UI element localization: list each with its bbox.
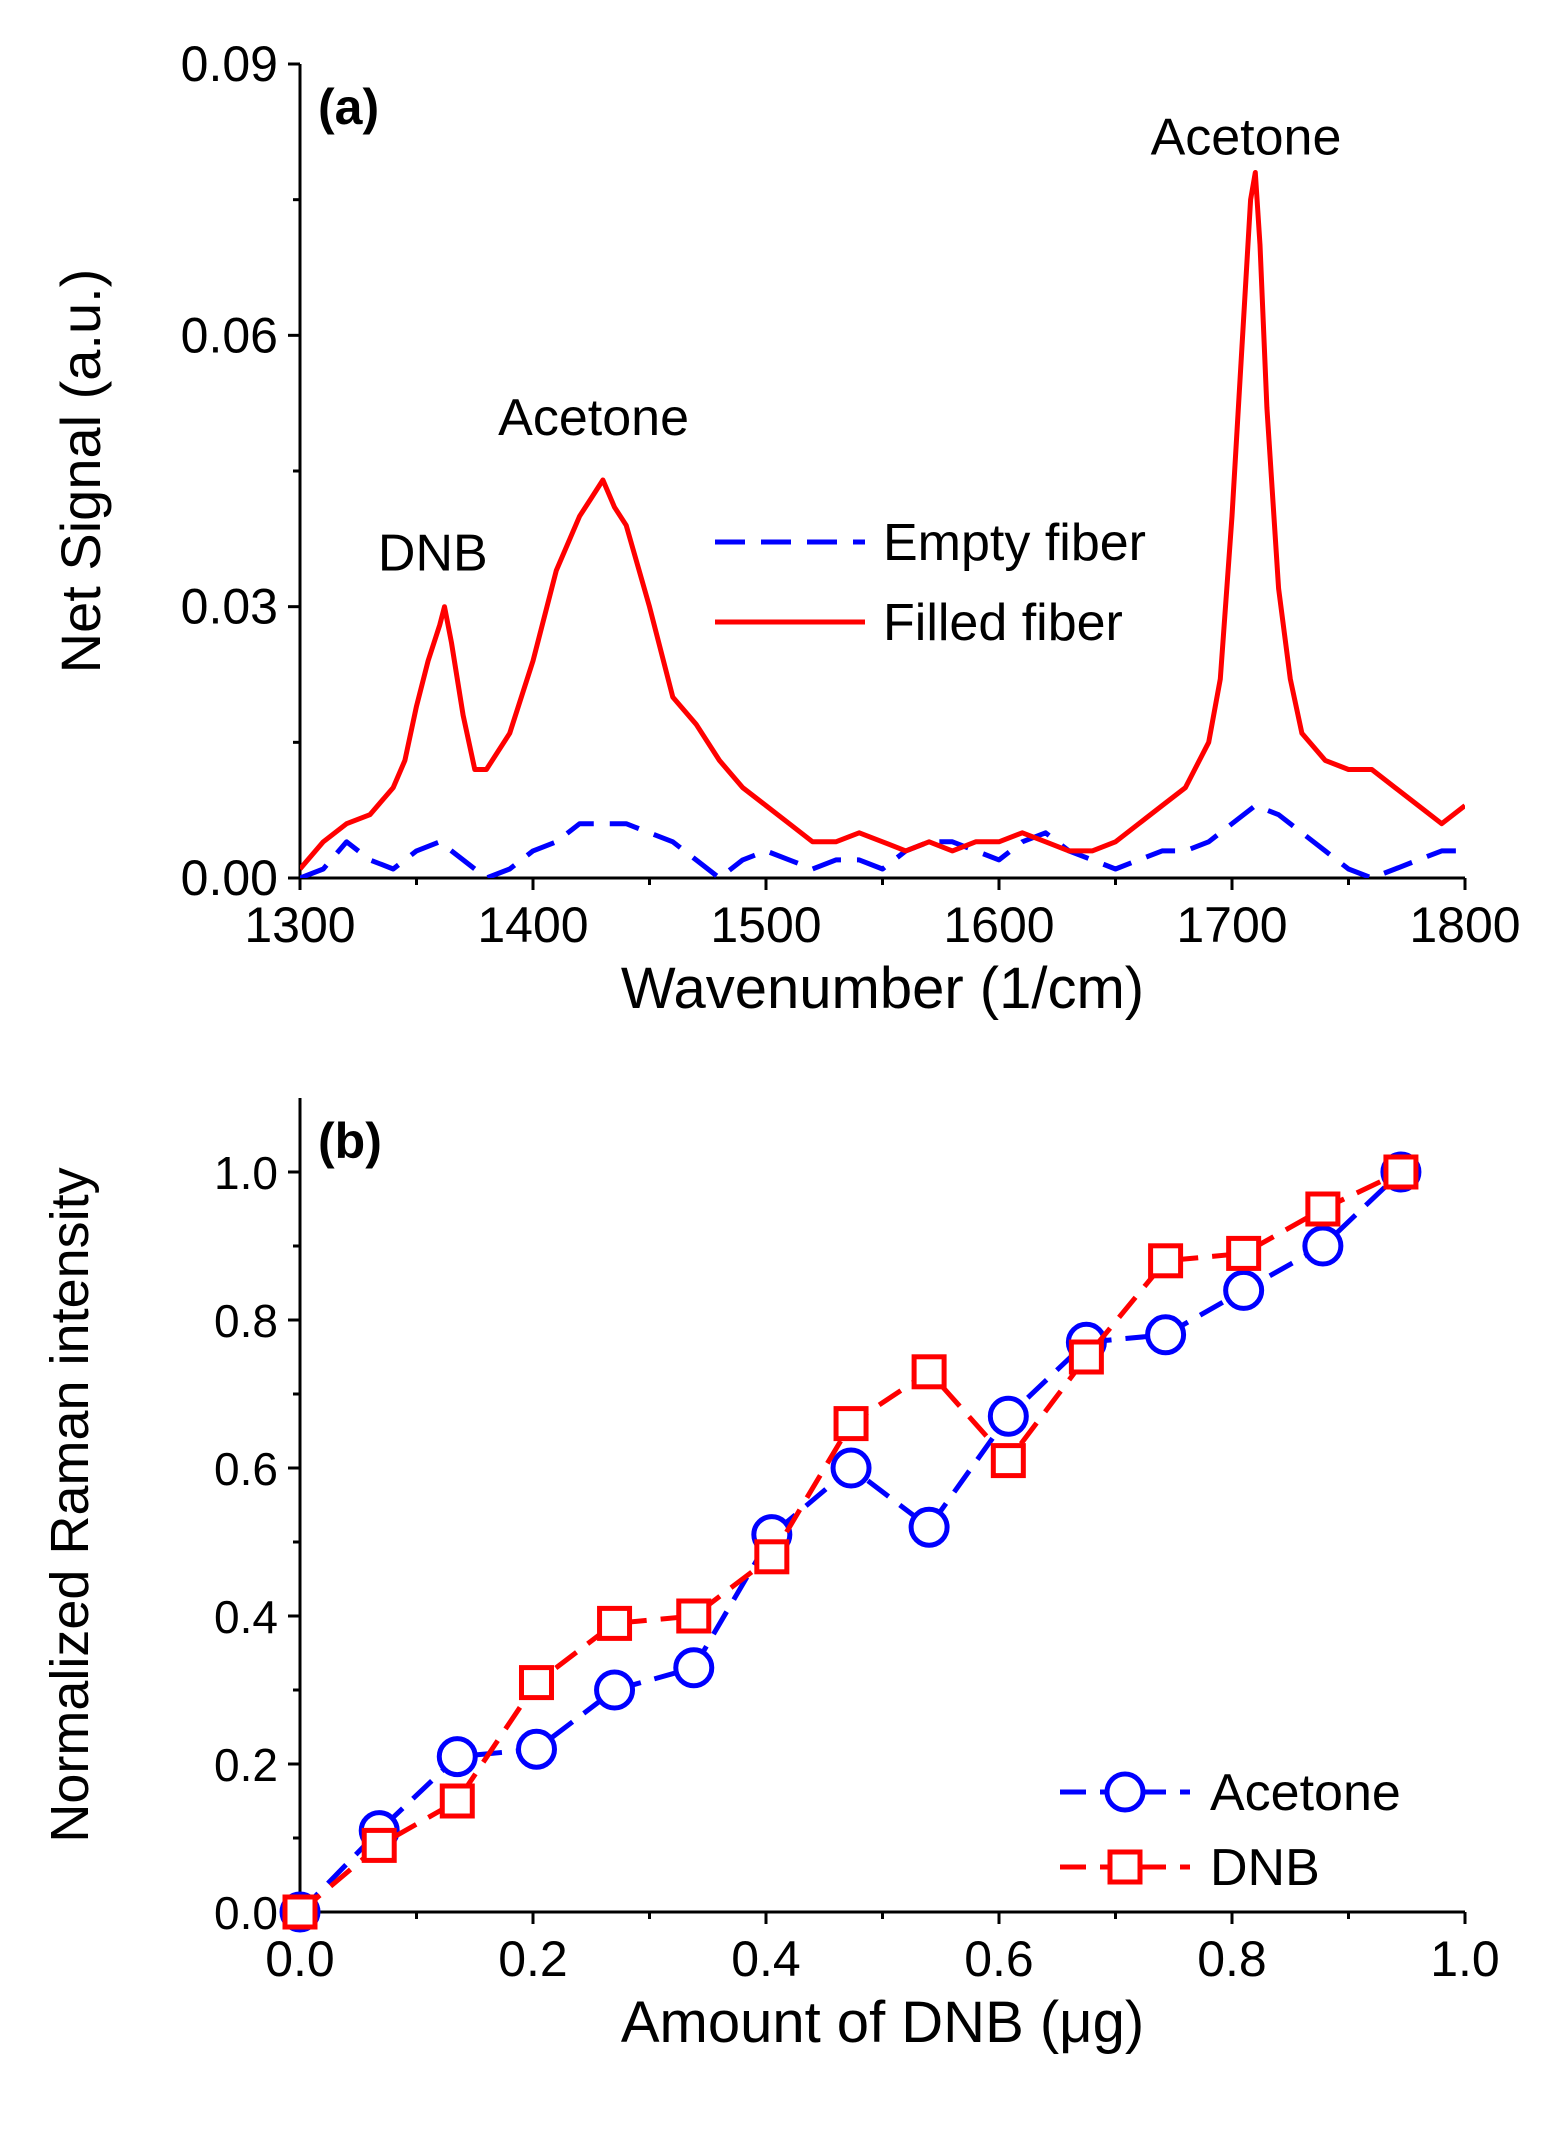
legend-marker bbox=[1104, 1771, 1146, 1813]
y-tick-label: 0.0 bbox=[214, 1887, 278, 1939]
series-line-filled-fiber bbox=[300, 170, 1465, 871]
panel-label: (a) bbox=[318, 79, 379, 135]
data-point-acetone bbox=[436, 1736, 478, 1778]
data-point-acetone bbox=[1145, 1314, 1187, 1356]
x-tick-label: 1400 bbox=[477, 897, 588, 953]
y-tick-label: 0.6 bbox=[214, 1443, 278, 1495]
y-tick-label: 0.03 bbox=[181, 579, 278, 635]
x-tick-label: 1700 bbox=[1176, 897, 1287, 953]
data-point-acetone bbox=[1223, 1269, 1265, 1311]
data-point-acetone bbox=[830, 1447, 872, 1489]
data-point-acetone bbox=[987, 1395, 1029, 1437]
data-point-dnb bbox=[990, 1443, 1026, 1479]
x-axis-label: Amount of DNB (μg) bbox=[621, 1990, 1144, 2055]
data-point-dnb bbox=[1383, 1154, 1419, 1190]
peak-annotation: DNB bbox=[378, 524, 488, 582]
data-point-acetone bbox=[673, 1647, 715, 1689]
peak-annotation: Acetone bbox=[1151, 108, 1342, 166]
y-axis-label: Normalized Raman intensity bbox=[40, 1167, 100, 1842]
data-point-acetone bbox=[908, 1506, 950, 1548]
panel-label: (b) bbox=[318, 1113, 382, 1169]
y-tick-label: 0.06 bbox=[181, 307, 278, 363]
y-tick-label: 0.2 bbox=[214, 1739, 278, 1791]
data-point-dnb bbox=[361, 1827, 397, 1863]
y-axis-label: Net Signal (a.u.) bbox=[49, 269, 112, 674]
x-tick-label: 0.6 bbox=[964, 1931, 1034, 1987]
legend-marker bbox=[1107, 1849, 1143, 1885]
panel-b-intensity-vs-amount: 0.0 0.2 0.4 0.6 0.8 1.0 0.0 0.2 0.4 0.6 0.8 1.0 Amou… bbox=[40, 1098, 1500, 2055]
data-point-dnb bbox=[676, 1598, 712, 1634]
x-tick-label: 1.0 bbox=[1430, 1931, 1500, 1987]
data-point-dnb bbox=[1226, 1235, 1262, 1271]
data-point-dnb bbox=[754, 1539, 790, 1575]
legend-label: Acetone bbox=[1210, 1764, 1401, 1822]
data-point-dnb bbox=[911, 1354, 947, 1390]
peak-annotation: Acetone bbox=[498, 389, 689, 447]
legend-label: Empty fiber bbox=[883, 514, 1146, 572]
x-tick-label: 1600 bbox=[943, 897, 1054, 953]
data-point-dnb bbox=[439, 1783, 475, 1819]
series-line-empty-fiber bbox=[300, 803, 1465, 878]
data-point-dnb bbox=[833, 1406, 869, 1442]
y-tick-label: 0.4 bbox=[214, 1591, 278, 1643]
panel-a-raman-spectrum: 1300 1400 1500 1600 1700 1800 0.00 0.03 0.06 0.09… bbox=[49, 36, 1521, 1021]
x-tick-label: 0.8 bbox=[1197, 1931, 1267, 1987]
data-point-dnb bbox=[1068, 1339, 1104, 1375]
x-tick-label: 1800 bbox=[1409, 897, 1520, 953]
data-point-acetone bbox=[515, 1728, 557, 1770]
legend-label: Filled fiber bbox=[883, 594, 1123, 652]
x-axis-label: Wavenumber (1/cm) bbox=[621, 956, 1144, 1021]
legend-label: DNB bbox=[1210, 1839, 1320, 1897]
data-point-dnb bbox=[1305, 1191, 1341, 1227]
data-point-dnb bbox=[518, 1665, 554, 1701]
x-tick-label: 0.4 bbox=[731, 1931, 801, 1987]
y-tick-label: 0.09 bbox=[181, 36, 278, 92]
data-point-dnb bbox=[597, 1605, 633, 1641]
y-tick-label: 1.0 bbox=[214, 1147, 278, 1199]
y-tick-label: 0.00 bbox=[181, 850, 278, 906]
y-tick-label: 0.8 bbox=[214, 1295, 278, 1347]
x-tick-label: 0.2 bbox=[498, 1931, 568, 1987]
data-point-dnb bbox=[1148, 1243, 1184, 1279]
x-tick-label: 1500 bbox=[710, 897, 821, 953]
x-tick-label: 1300 bbox=[244, 897, 355, 953]
x-tick-label: 0.0 bbox=[265, 1931, 335, 1987]
data-point-dnb bbox=[282, 1894, 318, 1930]
data-point-acetone bbox=[1302, 1225, 1344, 1267]
data-point-acetone bbox=[594, 1669, 636, 1711]
